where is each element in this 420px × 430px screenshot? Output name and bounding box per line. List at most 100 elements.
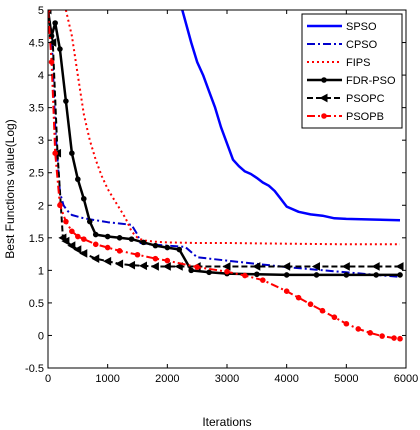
series-psopb (48, 10, 403, 342)
data-point (373, 272, 379, 278)
data-point (75, 176, 81, 183)
data-point (75, 233, 81, 240)
data-point (61, 236, 70, 246)
data-point (282, 262, 291, 271)
data-point (152, 255, 159, 262)
data-point (48, 38, 57, 47)
data-point (92, 241, 99, 248)
data-point (260, 277, 266, 283)
y-tick-label: 1.5 (29, 233, 44, 245)
data-point (52, 20, 58, 26)
data-point (57, 46, 63, 52)
data-point (164, 244, 171, 251)
series-line (48, 10, 400, 268)
data-point (397, 272, 403, 278)
series-layer (48, 10, 404, 342)
data-point (194, 264, 200, 270)
y-tick-label: 0 (38, 330, 44, 342)
data-point (150, 262, 159, 271)
series-fdr-pso (48, 10, 403, 278)
data-point (295, 294, 302, 301)
series-spso (181, 10, 401, 222)
data-point (283, 272, 290, 278)
data-point (81, 236, 87, 242)
legend-box (301, 13, 403, 129)
data-point (319, 307, 326, 314)
data-point (331, 314, 338, 321)
data-point (152, 242, 159, 249)
legend-item: PSOPB (307, 111, 384, 123)
x-tick-label: 5000 (334, 373, 358, 385)
legend-label: CPSO (346, 39, 378, 51)
legend: SPSO CPSO FIPS FDR-PSO PSOPC PSOPB (301, 13, 403, 129)
data-point (343, 320, 350, 327)
x-tick-label: 6000 (394, 373, 418, 385)
legend-item: FDR-PSO (307, 75, 396, 87)
data-point (116, 235, 123, 241)
data-point (103, 256, 112, 266)
data-point (91, 254, 100, 263)
x-tick-label: 4000 (274, 373, 298, 385)
data-point (307, 301, 314, 308)
data-point (162, 262, 171, 271)
data-point (48, 59, 55, 65)
data-point (188, 267, 194, 274)
y-tick-label: 1 (38, 265, 44, 277)
data-point (391, 335, 397, 341)
series-line (48, 10, 401, 278)
data-point (355, 326, 362, 332)
axes-layer: 0 1000 2000 3000 4000 5000 6000-0.500.511.522.… (25, 5, 418, 385)
data-point (343, 272, 350, 278)
legend-item: PSOPC (307, 93, 385, 105)
data-point (134, 251, 141, 258)
data-point (138, 261, 147, 271)
data-point (126, 260, 136, 270)
legend-marker (319, 93, 328, 103)
data-point (79, 249, 88, 258)
data-point (367, 330, 374, 336)
data-point (174, 262, 183, 271)
data-point (254, 271, 260, 278)
y-tick-label: 0.5 (29, 298, 44, 310)
data-point (341, 262, 350, 271)
data-point (222, 262, 231, 271)
x-tick-label: 3000 (215, 373, 239, 385)
data-point (52, 150, 58, 156)
data-point (128, 236, 135, 242)
data-point (104, 233, 111, 240)
data-point (164, 257, 171, 264)
y-tick-label: 3.5 (29, 103, 44, 115)
data-point (92, 231, 99, 238)
x-axis-label: Iterations (202, 415, 251, 429)
x-tick-label: 2000 (155, 373, 179, 385)
legend-marker (321, 113, 327, 119)
legend-label: FDR-PSO (346, 75, 396, 87)
series-cpso (48, 10, 401, 278)
y-tick-label: 4 (38, 70, 44, 82)
data-point (116, 248, 123, 254)
data-point (140, 239, 147, 246)
legend-label: SPSO (346, 21, 377, 33)
data-point (63, 98, 69, 104)
data-point (69, 228, 75, 235)
legend-label: PSOPC (346, 93, 385, 105)
data-point (379, 333, 385, 339)
series-line (181, 10, 401, 222)
data-point (371, 262, 380, 271)
y-tick-label: -0.5 (25, 363, 44, 375)
data-point (313, 272, 320, 278)
data-point (73, 245, 82, 254)
data-point (86, 218, 93, 225)
data-point (242, 272, 248, 279)
data-point (67, 241, 76, 250)
y-axis-label: Best Functions value(Log) (3, 119, 17, 258)
data-point (63, 218, 69, 225)
data-point (283, 288, 290, 294)
data-point (104, 244, 111, 251)
data-point (81, 195, 87, 202)
data-point (252, 262, 261, 271)
data-point (311, 262, 320, 271)
x-tick-label: 1000 (95, 373, 119, 385)
data-point (206, 269, 212, 276)
